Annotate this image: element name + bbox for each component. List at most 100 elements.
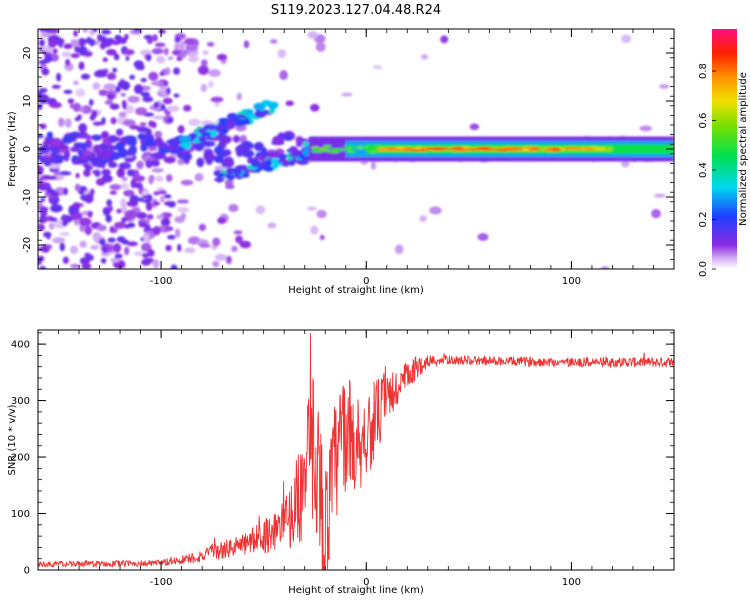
- heatmap-cell: [61, 214, 67, 222]
- heatmap-cell: [272, 136, 285, 144]
- heatmap-cell: [352, 149, 358, 153]
- x-tick-label: -100: [150, 276, 173, 287]
- colorbar-tick-label: 0.6: [698, 113, 709, 129]
- heatmap-cell: [118, 111, 127, 118]
- heatmap-cell: [224, 184, 235, 189]
- heatmap-cell: [233, 230, 243, 235]
- colorbar-tick-label: 0.0: [698, 261, 709, 277]
- heatmap-cell: [107, 237, 116, 243]
- heatmap-cell: [503, 147, 525, 151]
- heatmap-cell: [278, 154, 286, 159]
- heatmap-cell: [123, 189, 135, 197]
- heatmap-cell: [96, 69, 106, 75]
- heatmap-cell: [174, 42, 180, 52]
- heatmap-cell: [77, 37, 86, 47]
- heatmap-cell: [201, 140, 216, 147]
- heatmap-cell: [150, 152, 164, 158]
- heatmap-cell: [176, 56, 183, 62]
- y-tick-label: 20: [22, 47, 33, 60]
- heatmap-cell: [166, 105, 180, 113]
- heatmap-cell: [102, 246, 108, 254]
- heatmap-cell: [429, 206, 442, 215]
- heatmap-cell: [116, 167, 125, 178]
- y-tick-label: 400: [11, 340, 30, 351]
- heatmap-cell: [70, 39, 80, 48]
- heatmap-cell: [67, 98, 75, 104]
- heatmap-cell: [112, 67, 118, 73]
- heatmap-cell: [77, 114, 82, 121]
- heatmap-cell: [369, 147, 379, 151]
- x-tick-label: 100: [562, 276, 581, 287]
- heatmap-cell: [153, 101, 160, 109]
- heatmap-cell: [163, 194, 172, 199]
- heatmap-cell: [155, 175, 164, 182]
- heatmap-cell: [79, 240, 87, 248]
- heatmap-cell: [39, 157, 47, 164]
- heatmap-cell: [101, 117, 106, 125]
- heatmap-cell: [102, 57, 108, 63]
- heatmap-cell: [137, 133, 146, 140]
- heatmap-cell: [316, 209, 327, 219]
- heatmap-cell: [101, 29, 111, 35]
- heatmap-cell: [227, 168, 236, 173]
- colorbar-tick-label: 0.4: [698, 162, 709, 178]
- heatmap-cell: [113, 53, 120, 61]
- heatmap-cell: [38, 255, 45, 262]
- heatmap-cell: [116, 236, 126, 243]
- colorbar-gradient: [712, 29, 737, 269]
- heatmap-cell: [81, 149, 92, 157]
- heatmap-cell: [363, 147, 373, 151]
- heatmap-cell: [61, 51, 72, 58]
- heatmap-cell: [115, 86, 121, 93]
- heatmap-cell: [185, 43, 199, 52]
- heatmap-cell: [69, 245, 79, 255]
- heatmap-cell: [51, 84, 61, 89]
- heatmap-cell: [129, 74, 136, 80]
- heatmap-cell: [46, 146, 58, 151]
- heatmap-cell: [206, 41, 215, 47]
- heatmap-cell: [79, 217, 92, 227]
- heatmap-cell: [69, 131, 81, 139]
- heatmap-cell: [414, 146, 423, 150]
- heatmap-cell: [89, 188, 95, 196]
- heatmap-cell: [202, 50, 209, 55]
- heatmap-cell: [72, 206, 80, 214]
- heatmap-cell: [112, 243, 122, 253]
- heatmap-cell: [242, 172, 249, 178]
- heatmap-cell: [126, 169, 135, 177]
- heatmap-cell: [108, 205, 113, 212]
- heatmap-cell: [143, 233, 150, 242]
- heatmap-cell: [180, 212, 186, 220]
- heatmap-cell: [93, 144, 101, 153]
- heatmap-cell: [121, 204, 128, 214]
- heatmap-cell: [124, 209, 137, 220]
- heatmap-cell: [109, 225, 114, 233]
- colorbar: 0.0 0.2 0.4 0.6 0.8 Normalized spectral ampl…: [698, 29, 749, 277]
- heatmap-cell: [52, 137, 61, 147]
- heatmap-cell: [82, 29, 89, 33]
- heatmap-cell: [52, 237, 66, 244]
- snr-y-ticks: 0 100 200 300 400: [11, 332, 674, 577]
- heatmap-cell: [266, 151, 277, 159]
- heatmap-cell: [174, 228, 181, 238]
- y-tick-label: 0: [24, 566, 30, 577]
- heatmap-cell: [369, 150, 377, 154]
- heatmap-cell: [148, 71, 159, 81]
- heatmap-cell: [230, 245, 238, 252]
- heatmap-cell: [267, 101, 278, 110]
- heatmap-cell: [160, 218, 171, 226]
- heatmap-cell: [139, 122, 147, 127]
- heatmap-cell: [226, 112, 239, 120]
- heatmap-cell: [207, 80, 214, 88]
- heatmap-y-axis-label: Frequency (Hz): [7, 111, 18, 187]
- heatmap-cell: [65, 58, 71, 67]
- heatmap-cell: [260, 148, 268, 158]
- heatmap-cell: [209, 131, 217, 138]
- heatmap-cell: [106, 199, 113, 207]
- heatmap-cell: [103, 83, 116, 90]
- heatmap-cell: [137, 126, 147, 131]
- heatmap-cell: [95, 150, 110, 158]
- heatmap-cell: [215, 172, 226, 178]
- heatmap-cell: [121, 99, 127, 108]
- heatmap-cell: [92, 121, 103, 126]
